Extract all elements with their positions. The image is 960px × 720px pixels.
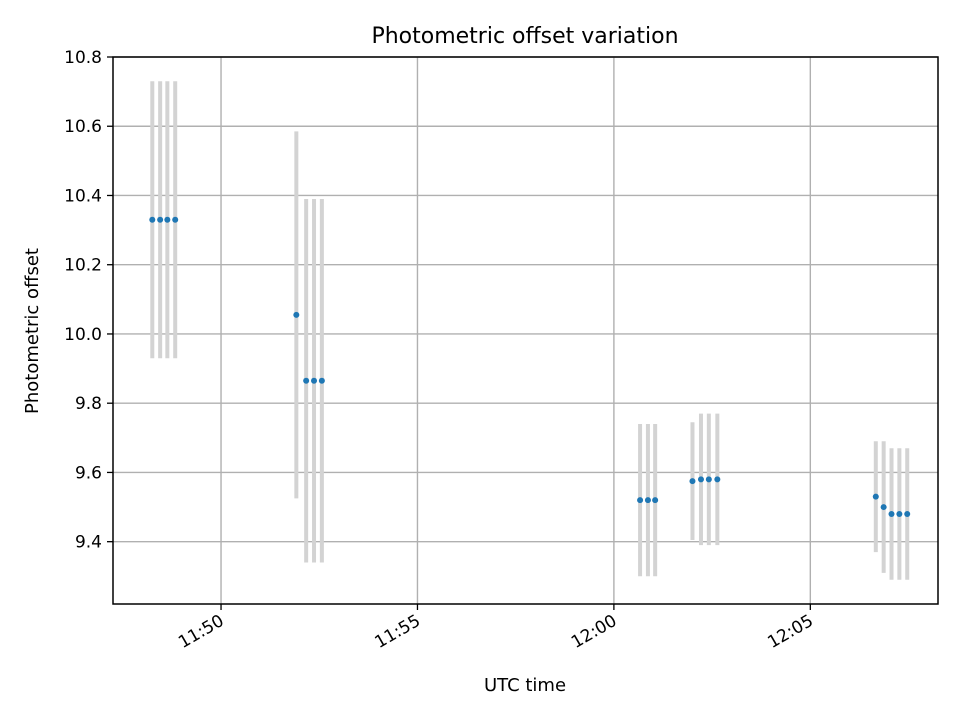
y-tick-label: 9.8 [75, 394, 102, 414]
data-point [164, 216, 171, 223]
data-point [714, 476, 721, 483]
data-point [318, 377, 325, 384]
data-point [644, 497, 651, 504]
data-point [888, 510, 895, 517]
data-point [303, 377, 310, 384]
data-point [896, 510, 903, 517]
y-tick-label: 10.2 [64, 256, 102, 276]
data-point [149, 216, 156, 223]
data-point [652, 497, 659, 504]
data-point [697, 476, 704, 483]
y-tick-label: 10.4 [64, 186, 102, 206]
data-point [293, 311, 300, 318]
x-tick-label: 11:55 [372, 611, 424, 653]
y-tick-label: 9.6 [75, 463, 102, 483]
data-point [904, 510, 911, 517]
data-point [172, 216, 179, 223]
y-tick-label: 9.4 [75, 533, 102, 553]
data-point [705, 476, 712, 483]
x-tick-label: 12:00 [568, 611, 620, 653]
plot-frame [112, 56, 939, 605]
y-tick-label: 10.8 [64, 48, 102, 68]
y-tick-label: 10.0 [64, 325, 102, 345]
data-points [149, 216, 911, 517]
data-point [872, 493, 879, 500]
data-point [311, 377, 318, 384]
y-axis: 9.4 9.6 9.8 10.0 10.2 10.4 10.6 10.8 [64, 48, 113, 553]
chart-title: Photometric offset variation [371, 24, 678, 49]
x-tick-label: 11:50 [175, 611, 227, 653]
x-axis-label: UTC time [484, 675, 566, 696]
data-point [637, 497, 644, 504]
data-point [689, 478, 696, 485]
data-point [157, 216, 164, 223]
error-bars [150, 81, 910, 580]
y-axis-label: Photometric offset [22, 248, 43, 414]
data-point [880, 504, 887, 511]
y-tick-label: 10.6 [64, 117, 102, 137]
grid [113, 56, 938, 604]
x-tick-label: 12:05 [764, 611, 816, 653]
x-axis: 11:50 11:55 12:00 12:05 [175, 604, 817, 653]
